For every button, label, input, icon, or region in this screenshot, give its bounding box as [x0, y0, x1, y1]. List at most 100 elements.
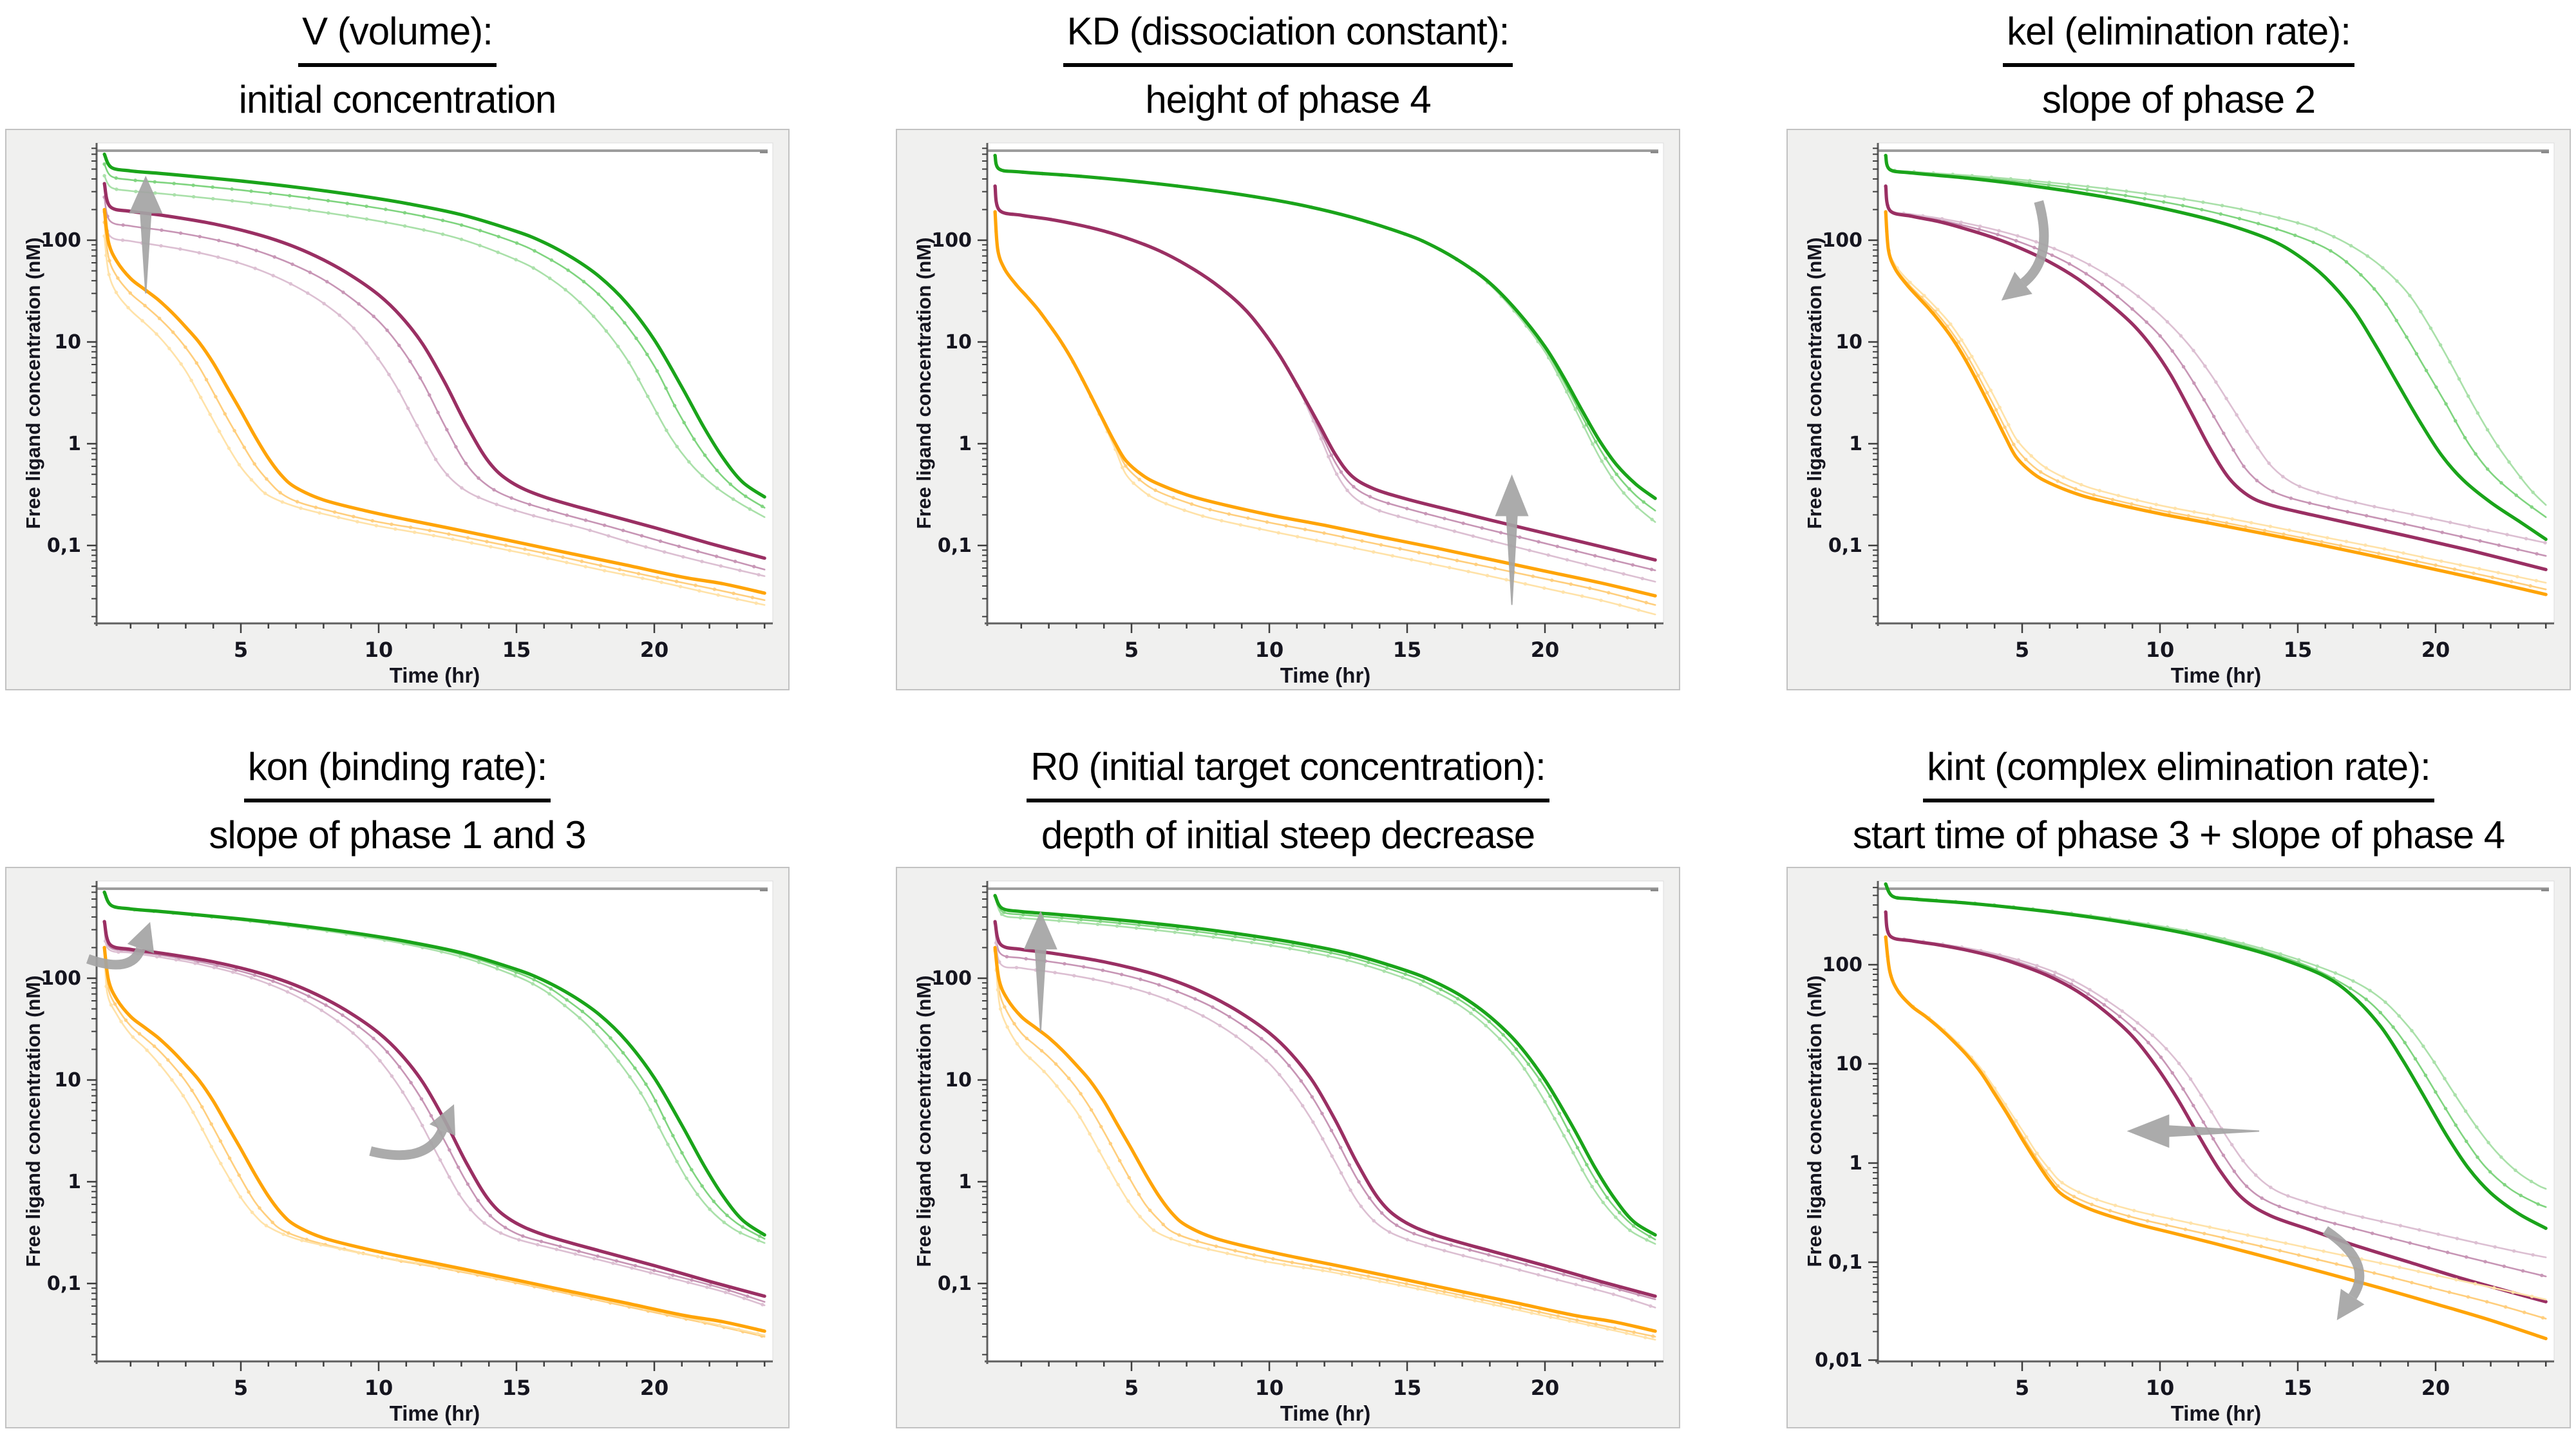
series-maroon-base — [102, 182, 766, 560]
chart-4: 100 10 1 0,1 5 10 15 20 Free ligand concentratio… — [913, 880, 1664, 1425]
y-axis-label: Free ligand concentration (nM) — [913, 238, 935, 529]
y-axis-label: Free ligand concentration (nM) — [1803, 238, 1826, 529]
series-green-base — [102, 152, 766, 499]
panel-title-v-line2: initial concentration — [238, 78, 557, 121]
annotation-swoosh-arrow — [86, 947, 146, 970]
y-tick-label: 1 — [68, 433, 81, 455]
annotation-swoosh-arrowhead — [2336, 1289, 2365, 1320]
annotations — [2126, 1114, 2365, 1320]
y-tick-label: 0,1 — [47, 535, 81, 557]
series-green-base — [993, 153, 1657, 500]
y-tick-label: 0,01 — [1815, 1349, 1862, 1372]
series-green-base — [1884, 882, 2548, 1230]
x-tick-label: 15 — [502, 638, 531, 662]
x-axis-label: Time (hr) — [390, 663, 480, 687]
series-orange-variant-1 — [994, 949, 1656, 1338]
y-ticks: 100 10 1 0,1 — [931, 886, 987, 1356]
plot-area — [987, 880, 1664, 1362]
plot-area — [96, 142, 773, 624]
y-ticks: 100 10 1 0,1 — [41, 886, 97, 1356]
annotations — [1023, 911, 1057, 1032]
series-orange-variant-2 — [1884, 211, 2547, 584]
x-tick-label: 20 — [640, 1376, 669, 1400]
x-tick-label: 15 — [2284, 638, 2313, 662]
plot-area — [987, 142, 1664, 624]
panel-title-kd: KD (dissociation constant): height of ph… — [896, 5, 1680, 126]
y-tick-label: 100 — [931, 229, 972, 252]
x-tick-label: 10 — [1255, 638, 1284, 662]
annotations — [1495, 474, 1529, 605]
series-maroon-base — [993, 184, 1657, 562]
y-tick-label: 100 — [41, 229, 81, 252]
y-tick-label: 10 — [1835, 1053, 1862, 1075]
series-group — [1884, 153, 2548, 596]
x-ticks: 5 10 15 20 — [1911, 1361, 2547, 1400]
panel-card-r0: 100 10 1 0,1 5 10 15 20 Free ligand concentratio… — [896, 867, 1680, 1428]
x-axis-label: Time (hr) — [2171, 663, 2262, 687]
chart-2: 100 10 1 0,1 5 10 15 20 Free ligand concentratio… — [1803, 142, 2555, 687]
series-maroon-base — [993, 920, 1657, 1298]
x-tick-label: 15 — [1393, 638, 1422, 662]
x-ticks: 5 10 15 20 — [1911, 623, 2547, 662]
annotations — [86, 922, 456, 1160]
x-tick-label: 10 — [365, 1376, 393, 1400]
annotations — [2001, 200, 2049, 301]
y-tick-label: 1 — [958, 433, 972, 455]
series-maroon-variant-2 — [1884, 185, 2547, 544]
chart-0: 100 10 1 0,1 5 10 15 20 Free ligand concentratio… — [22, 142, 773, 687]
chart-5: 100 10 1 0,1 0,01 5 10 15 20 Free ligand concentr… — [1803, 880, 2555, 1425]
panel-title-kel-line2: slope of phase 2 — [2041, 78, 2316, 121]
panel-card-kel: 100 10 1 0,1 5 10 15 20 Free ligand concentratio… — [1786, 129, 2571, 690]
y-tick-label: 0,1 — [1828, 535, 1862, 557]
series-maroon-variant-2-dots — [993, 922, 1657, 1310]
y-tick-label: 100 — [1822, 229, 1862, 252]
x-axis-label: Time (hr) — [2171, 1401, 2262, 1425]
series-green-variant-2 — [1884, 155, 2547, 506]
series-green-base — [1884, 153, 2548, 541]
x-tick-label: 5 — [1124, 1376, 1139, 1400]
y-tick-label: 1 — [68, 1171, 81, 1193]
x-tick-label: 5 — [2015, 1376, 2029, 1400]
panel-title-kon-line2: slope of phase 1 and 3 — [209, 813, 586, 857]
y-tick-label: 0,1 — [1828, 1251, 1862, 1274]
x-tick-label: 10 — [365, 638, 393, 662]
panel-title-kint-line2: start time of phase 3 + slope of phase 4 — [1852, 813, 2505, 857]
y-tick-label: 100 — [931, 967, 972, 990]
x-ticks: 5 10 15 20 — [129, 1361, 766, 1400]
y-tick-label: 0,1 — [938, 535, 972, 557]
x-tick-label: 15 — [502, 1376, 531, 1400]
x-ticks: 5 10 15 20 — [1020, 623, 1656, 662]
plot-area — [1877, 880, 2555, 1362]
series-orange-variant-1-dots — [102, 220, 766, 602]
series-orange-base — [1884, 935, 2548, 1341]
series-maroon-variant-1 — [103, 920, 766, 1303]
x-tick-label: 15 — [2284, 1376, 2313, 1400]
series-green-variant-1 — [994, 895, 1656, 1241]
series-orange-variant-1 — [103, 947, 766, 1338]
series-maroon-variant-2-dots — [1884, 910, 2548, 1260]
x-tick-label: 20 — [1531, 1376, 1560, 1400]
x-axis-label: Time (hr) — [1280, 663, 1371, 687]
annotation-block-arrow — [1495, 474, 1529, 605]
x-axis-label: Time (hr) — [1280, 1401, 1371, 1425]
y-tick-label: 10 — [945, 1069, 972, 1092]
series-orange-base — [102, 207, 766, 595]
panel-title-kel: kel (elimination rate): slope of phase 2 — [1786, 5, 2571, 126]
series-orange-base — [1884, 210, 2548, 596]
x-tick-label: 5 — [234, 1376, 248, 1400]
panel-card-kd: 100 10 1 0,1 5 10 15 20 Free ligand concentratio… — [896, 129, 1680, 690]
series-orange-base — [102, 945, 766, 1333]
x-tick-label: 15 — [1393, 1376, 1422, 1400]
panel-card-v: 100 10 1 0,1 5 10 15 20 Free ligand concentratio… — [5, 129, 790, 690]
panel-title-kon: kon (binding rate): slope of phase 1 and… — [5, 741, 790, 862]
series-group — [993, 153, 1657, 616]
annotation-block-arrow — [129, 175, 163, 294]
series-maroon-variant-2-dots — [102, 210, 766, 578]
series-maroon-variant-2 — [103, 920, 766, 1307]
panel-title-r0: R0 (initial target concentration): depth… — [896, 741, 1680, 862]
annotation-swoosh-arrowhead — [2001, 272, 2032, 301]
y-tick-label: 10 — [945, 331, 972, 354]
series-green-variant-2 — [994, 895, 1656, 1245]
y-ticks: 100 10 1 0,1 — [931, 147, 987, 618]
